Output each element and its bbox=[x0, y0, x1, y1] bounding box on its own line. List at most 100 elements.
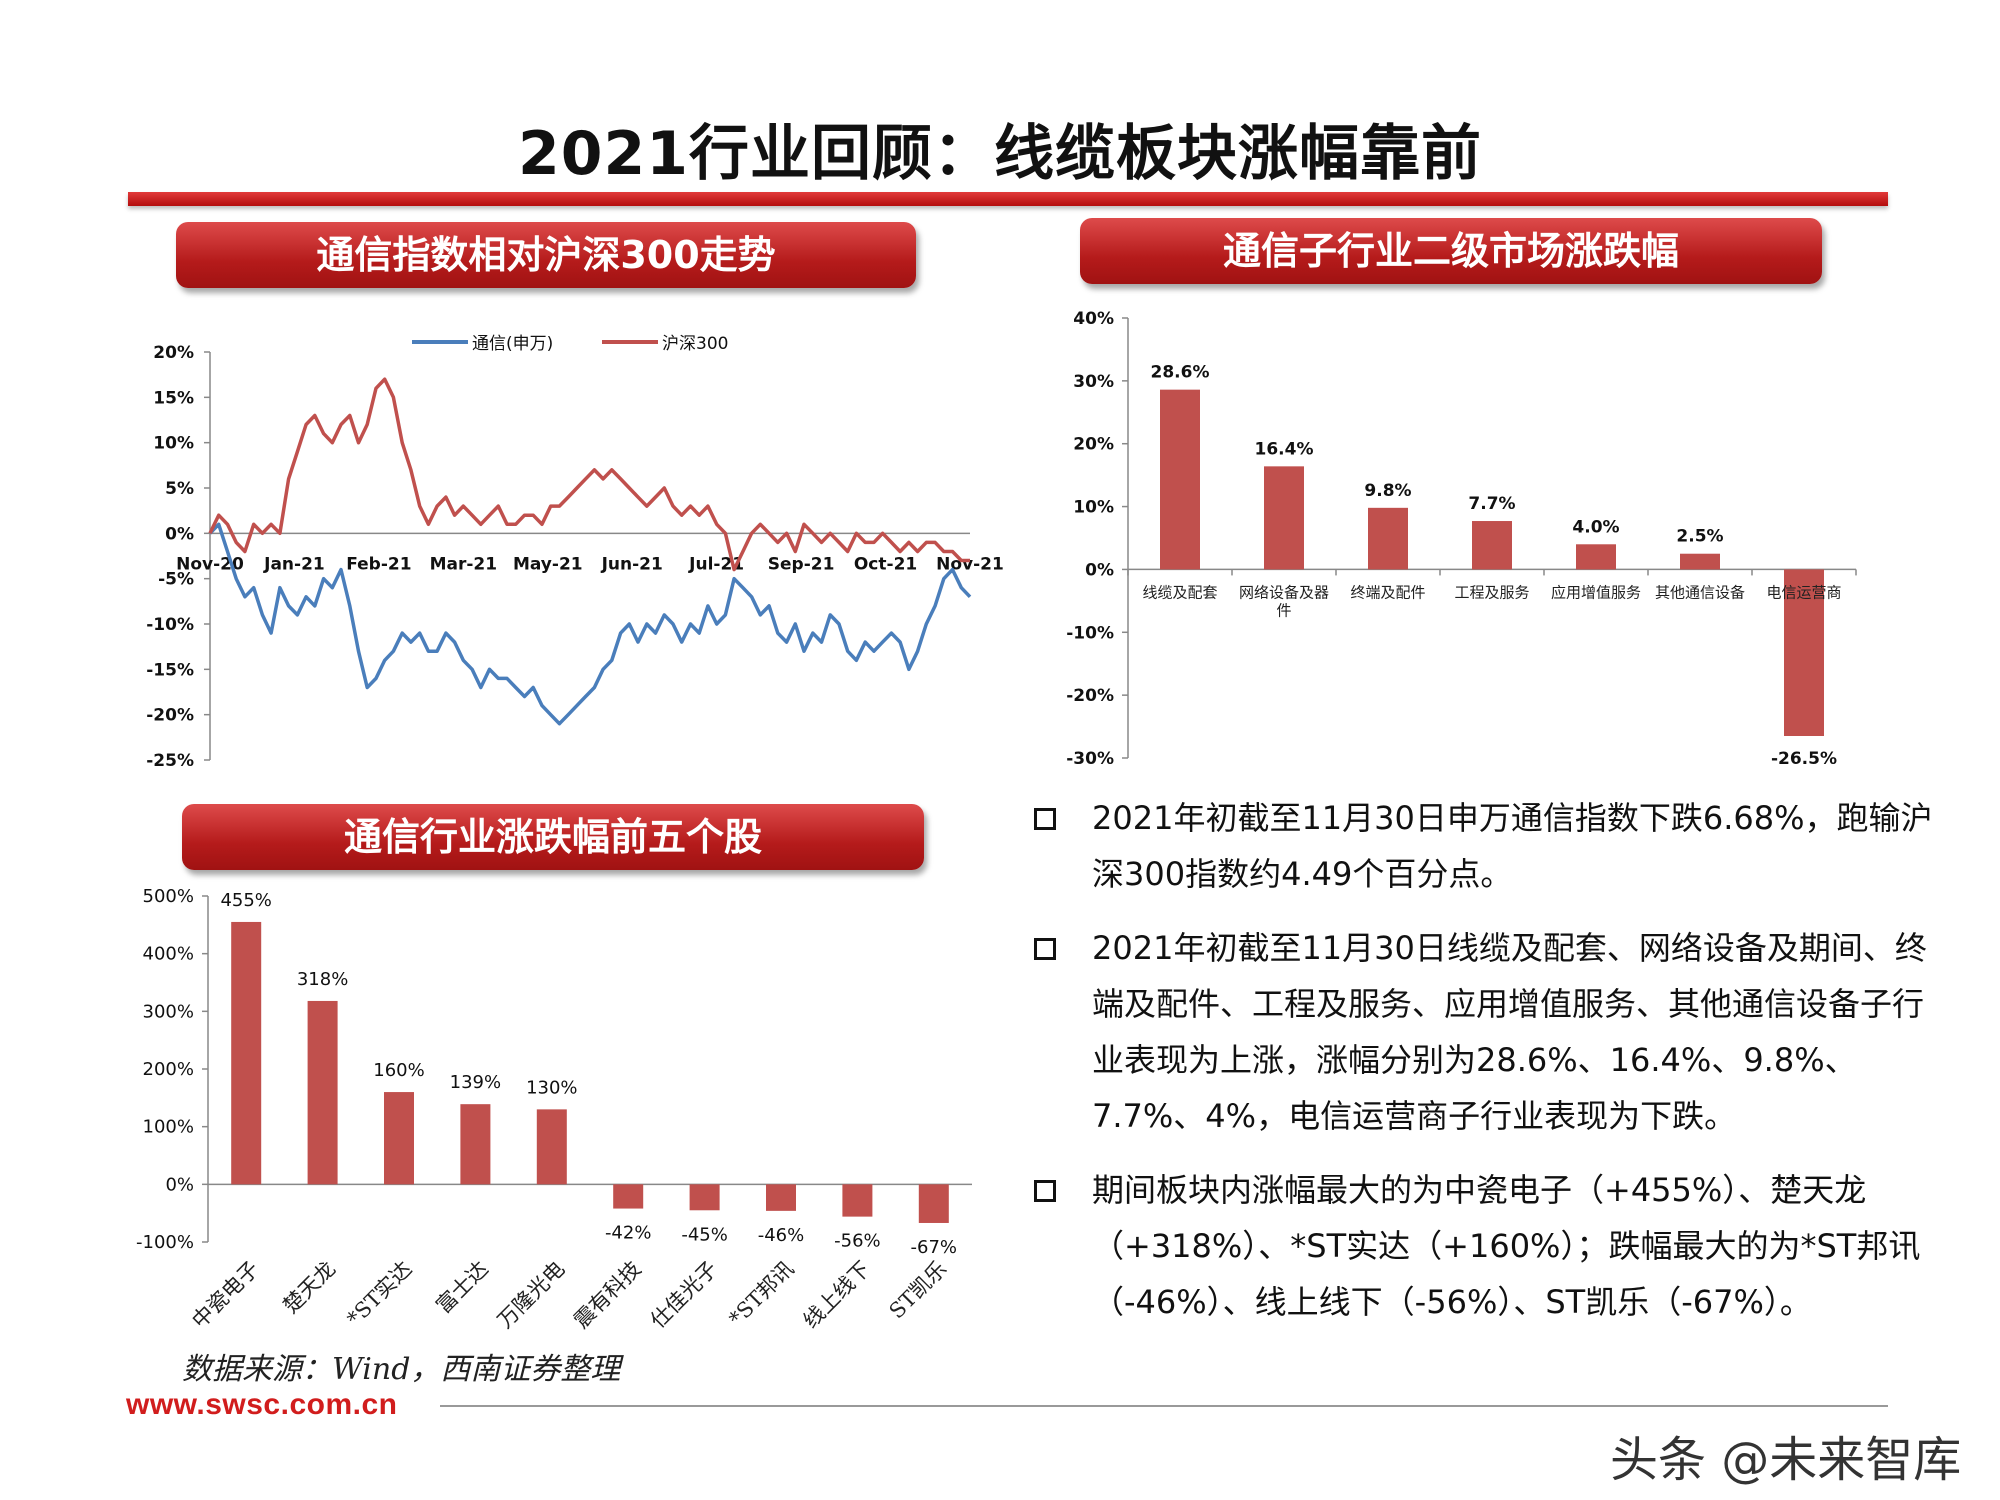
bar-value-label: 160% bbox=[373, 1060, 424, 1081]
bar bbox=[384, 1092, 414, 1185]
bar-value-label: 2.5% bbox=[1676, 527, 1723, 547]
y-tick-label: 0% bbox=[165, 524, 194, 544]
bar bbox=[307, 1000, 338, 1185]
x-category-label: 终端及配件 bbox=[1350, 583, 1425, 601]
x-category-label: 应用增值服务 bbox=[1551, 583, 1641, 601]
y-tick-label: 300% bbox=[143, 1001, 194, 1022]
y-tick-label: -100% bbox=[136, 1232, 194, 1253]
x-category-label: 线缆及配套 bbox=[1142, 583, 1217, 601]
y-tick-label: 20% bbox=[153, 343, 194, 363]
bar-value-label: 28.6% bbox=[1151, 363, 1210, 383]
bar bbox=[689, 1184, 720, 1211]
y-tick-label: -20% bbox=[146, 706, 194, 726]
x-tick-label: Nov-21 bbox=[936, 554, 1004, 574]
bar bbox=[460, 1104, 491, 1185]
bar bbox=[1160, 389, 1200, 570]
bar-value-label: 318% bbox=[297, 969, 348, 990]
bullet-text: 2021年初截至11月30日申万通信指数下跌6.68%，跑输沪深300指数约4.… bbox=[1092, 799, 1933, 893]
x-category-label: 工程及服务 bbox=[1454, 583, 1529, 601]
x-category-label: 楚天龙 bbox=[279, 1257, 341, 1319]
bullet-text: 期间板块内涨幅最大的为中瓷电子（+455%）、楚天龙（+318%）、*ST实达（… bbox=[1092, 1171, 1921, 1321]
line-chart: 20% 15% 10% 5% 0% -5% -10% -15% -20% -25% Nov-20 Ja… bbox=[146, 334, 1004, 771]
subsector-bar-chart: 40% 30% 20% 10% 0% -10% -20% -30% 28.6% 线缆及配套 16.4… bbox=[1066, 309, 1857, 769]
bar bbox=[231, 921, 262, 1185]
x-tick-label: May-21 bbox=[513, 554, 583, 574]
y-tick-label: 0% bbox=[1085, 560, 1114, 580]
bar bbox=[842, 1184, 873, 1217]
x-category-label: 网络设备及器件 bbox=[1239, 583, 1329, 619]
footer-divider bbox=[440, 1405, 1888, 1407]
y-tick-label: 500% bbox=[143, 886, 194, 907]
x-tick-label: Mar-21 bbox=[430, 554, 498, 574]
y-tick-label: 20% bbox=[1073, 435, 1114, 455]
bar-value-label: 455% bbox=[220, 890, 271, 911]
x-category-label-line: 件 bbox=[1276, 601, 1291, 619]
y-tick-label: 10% bbox=[153, 434, 194, 454]
x-category-label: 万隆光电 bbox=[493, 1257, 569, 1333]
x-tick-label: Jun-21 bbox=[601, 554, 663, 574]
bullet-list: 2021年初截至11月30日申万通信指数下跌6.68%，跑输沪深300指数约4.… bbox=[1030, 790, 1940, 1348]
x-tick-label: Feb-21 bbox=[346, 554, 411, 574]
x-tick-label: Nov-20 bbox=[176, 554, 244, 574]
x-category-label: ST凯乐 bbox=[885, 1257, 952, 1324]
bullet-item: 2021年初截至11月30日线缆及配套、网络设备及期间、终端及配件、工程及服务、… bbox=[1030, 920, 1940, 1144]
bar-value-label: -26.5% bbox=[1771, 749, 1837, 769]
y-tick-label: 40% bbox=[1073, 309, 1114, 329]
y-tick-label: -15% bbox=[146, 660, 194, 680]
bullet-text: 2021年初截至11月30日线缆及配套、网络设备及期间、终端及配件、工程及服务、… bbox=[1092, 929, 1927, 1135]
y-tick-label: 10% bbox=[1073, 498, 1114, 518]
bar bbox=[613, 1184, 644, 1209]
x-category-label: *ST实达 bbox=[342, 1257, 416, 1331]
bullet-item: 2021年初截至11月30日申万通信指数下跌6.68%，跑输沪深300指数约4.… bbox=[1030, 790, 1940, 902]
x-category-label: 富士达 bbox=[431, 1257, 493, 1319]
x-tick-label: Sep-21 bbox=[768, 554, 835, 574]
y-tick-label: 5% bbox=[165, 479, 194, 499]
y-tick-label: 400% bbox=[143, 944, 194, 965]
y-tick-label: 30% bbox=[1073, 372, 1114, 392]
x-category-label-line: 网络设备及器 bbox=[1239, 583, 1329, 601]
x-category-label: 震有科技 bbox=[569, 1257, 645, 1333]
bar bbox=[1368, 507, 1408, 570]
y-tick-label: 15% bbox=[153, 388, 194, 408]
y-tick-label: -10% bbox=[146, 615, 194, 635]
bullet-item: 期间板块内涨幅最大的为中瓷电子（+455%）、楚天龙（+318%）、*ST实达（… bbox=[1030, 1162, 1940, 1330]
y-tick-label: -30% bbox=[1066, 749, 1114, 769]
page-title: 2021行业回顾：线缆板块涨幅靠前 bbox=[518, 119, 1482, 189]
y-tick-label: 0% bbox=[165, 1174, 194, 1195]
website-url[interactable]: www.swsc.com.cn bbox=[126, 1388, 398, 1421]
panel-title-line-chart: 通信指数相对沪深300走势 bbox=[176, 222, 916, 288]
y-tick-label: 200% bbox=[143, 1059, 194, 1080]
bar-value-label: -46% bbox=[758, 1225, 805, 1246]
x-tick-label: Jan-21 bbox=[263, 554, 325, 574]
y-tick-label: -5% bbox=[158, 570, 194, 590]
bar bbox=[1472, 521, 1512, 570]
bar-value-label: -45% bbox=[681, 1224, 728, 1245]
bullet-square-icon bbox=[1034, 938, 1056, 960]
bar bbox=[766, 1184, 796, 1211]
x-category-label: 中瓷电子 bbox=[187, 1257, 263, 1333]
bar-value-label: 4.0% bbox=[1572, 517, 1619, 537]
bar-value-label: 16.4% bbox=[1255, 439, 1314, 459]
y-tick-label: 100% bbox=[143, 1117, 194, 1138]
x-category-label: *ST邦讯 bbox=[724, 1257, 798, 1331]
series-line-hs300 bbox=[208, 377, 970, 572]
bar bbox=[1576, 544, 1616, 570]
bar-value-label: -42% bbox=[605, 1223, 652, 1244]
x-category-label: 其他通信设备 bbox=[1655, 583, 1745, 601]
panel-title-subsector-chart: 通信子行业二级市场涨跌幅 bbox=[1080, 218, 1822, 284]
bar bbox=[1680, 553, 1720, 570]
bullet-square-icon bbox=[1034, 1180, 1056, 1202]
watermark: 头条 @未来智库 bbox=[1610, 1432, 1962, 1488]
bar bbox=[1264, 466, 1304, 570]
bar bbox=[536, 1109, 567, 1185]
bar-value-label: -67% bbox=[911, 1237, 958, 1258]
bar-value-label: 130% bbox=[526, 1077, 577, 1098]
bar bbox=[1784, 569, 1824, 736]
data-source-note: 数据来源：Wind，西南证券整理 bbox=[182, 1352, 621, 1387]
bar-value-label: 9.8% bbox=[1364, 481, 1411, 501]
x-tick-label: Oct-21 bbox=[854, 554, 917, 574]
x-category-label: 仕佳光子 bbox=[646, 1257, 722, 1333]
bar-value-label: -56% bbox=[834, 1231, 881, 1252]
legend-label: 沪深300 bbox=[662, 334, 728, 354]
